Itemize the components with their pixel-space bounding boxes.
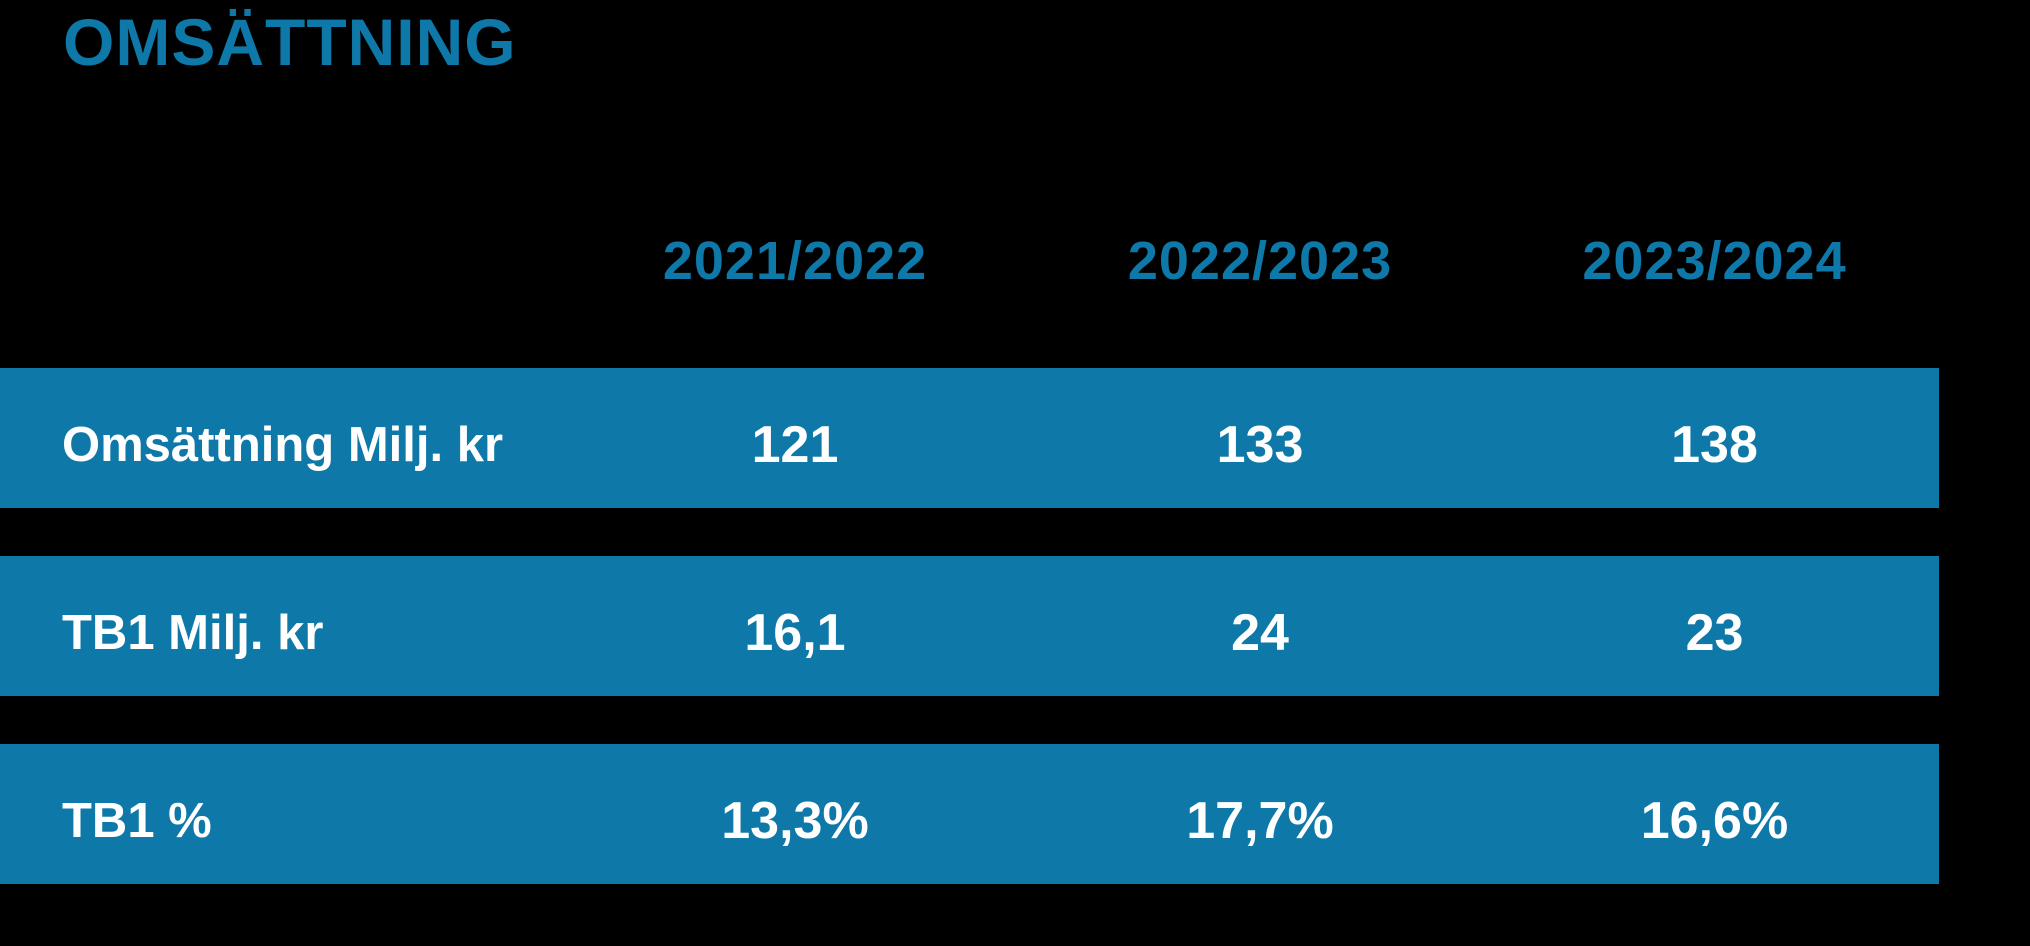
page-title: OMSÄTTNING	[63, 5, 517, 79]
table-cell: 16,1	[744, 604, 846, 662]
table-cell: 16,6%	[1640, 792, 1789, 850]
header-spacer	[0, 230, 560, 292]
row-label: Omsättning Milj. kr	[62, 418, 504, 472]
table-row-tb1-percent: TB1 % 13,3% 17,7% 16,6%	[0, 744, 1939, 884]
row-label: TB1 %	[62, 794, 212, 848]
table-row-tb1-milj: TB1 Milj. kr 16,1 24 23	[0, 556, 1939, 696]
revenue-table: Omsättning Milj. kr 121 133 138 TB1 Milj…	[0, 368, 1939, 884]
table-cell: 133	[1216, 416, 1304, 474]
table-header-row: 2021/2022 2022/2023 2023/2024	[0, 230, 1939, 292]
row-label: TB1 Milj. kr	[62, 606, 324, 660]
table-cell: 138	[1671, 416, 1758, 474]
table-cell: 121	[751, 416, 839, 474]
column-header-2022-2023: 2022/2023	[1127, 231, 1393, 291]
table-cell: 24	[1231, 604, 1289, 662]
table-cell: 13,3%	[721, 792, 869, 850]
table-row-omsattning: Omsättning Milj. kr 121 133 138	[0, 368, 1939, 508]
table-cell: 17,7%	[1186, 792, 1334, 850]
column-header-2023-2024: 2023/2024	[1582, 231, 1847, 291]
column-header-2021-2022: 2021/2022	[662, 231, 928, 291]
table-cell: 23	[1685, 604, 1744, 662]
